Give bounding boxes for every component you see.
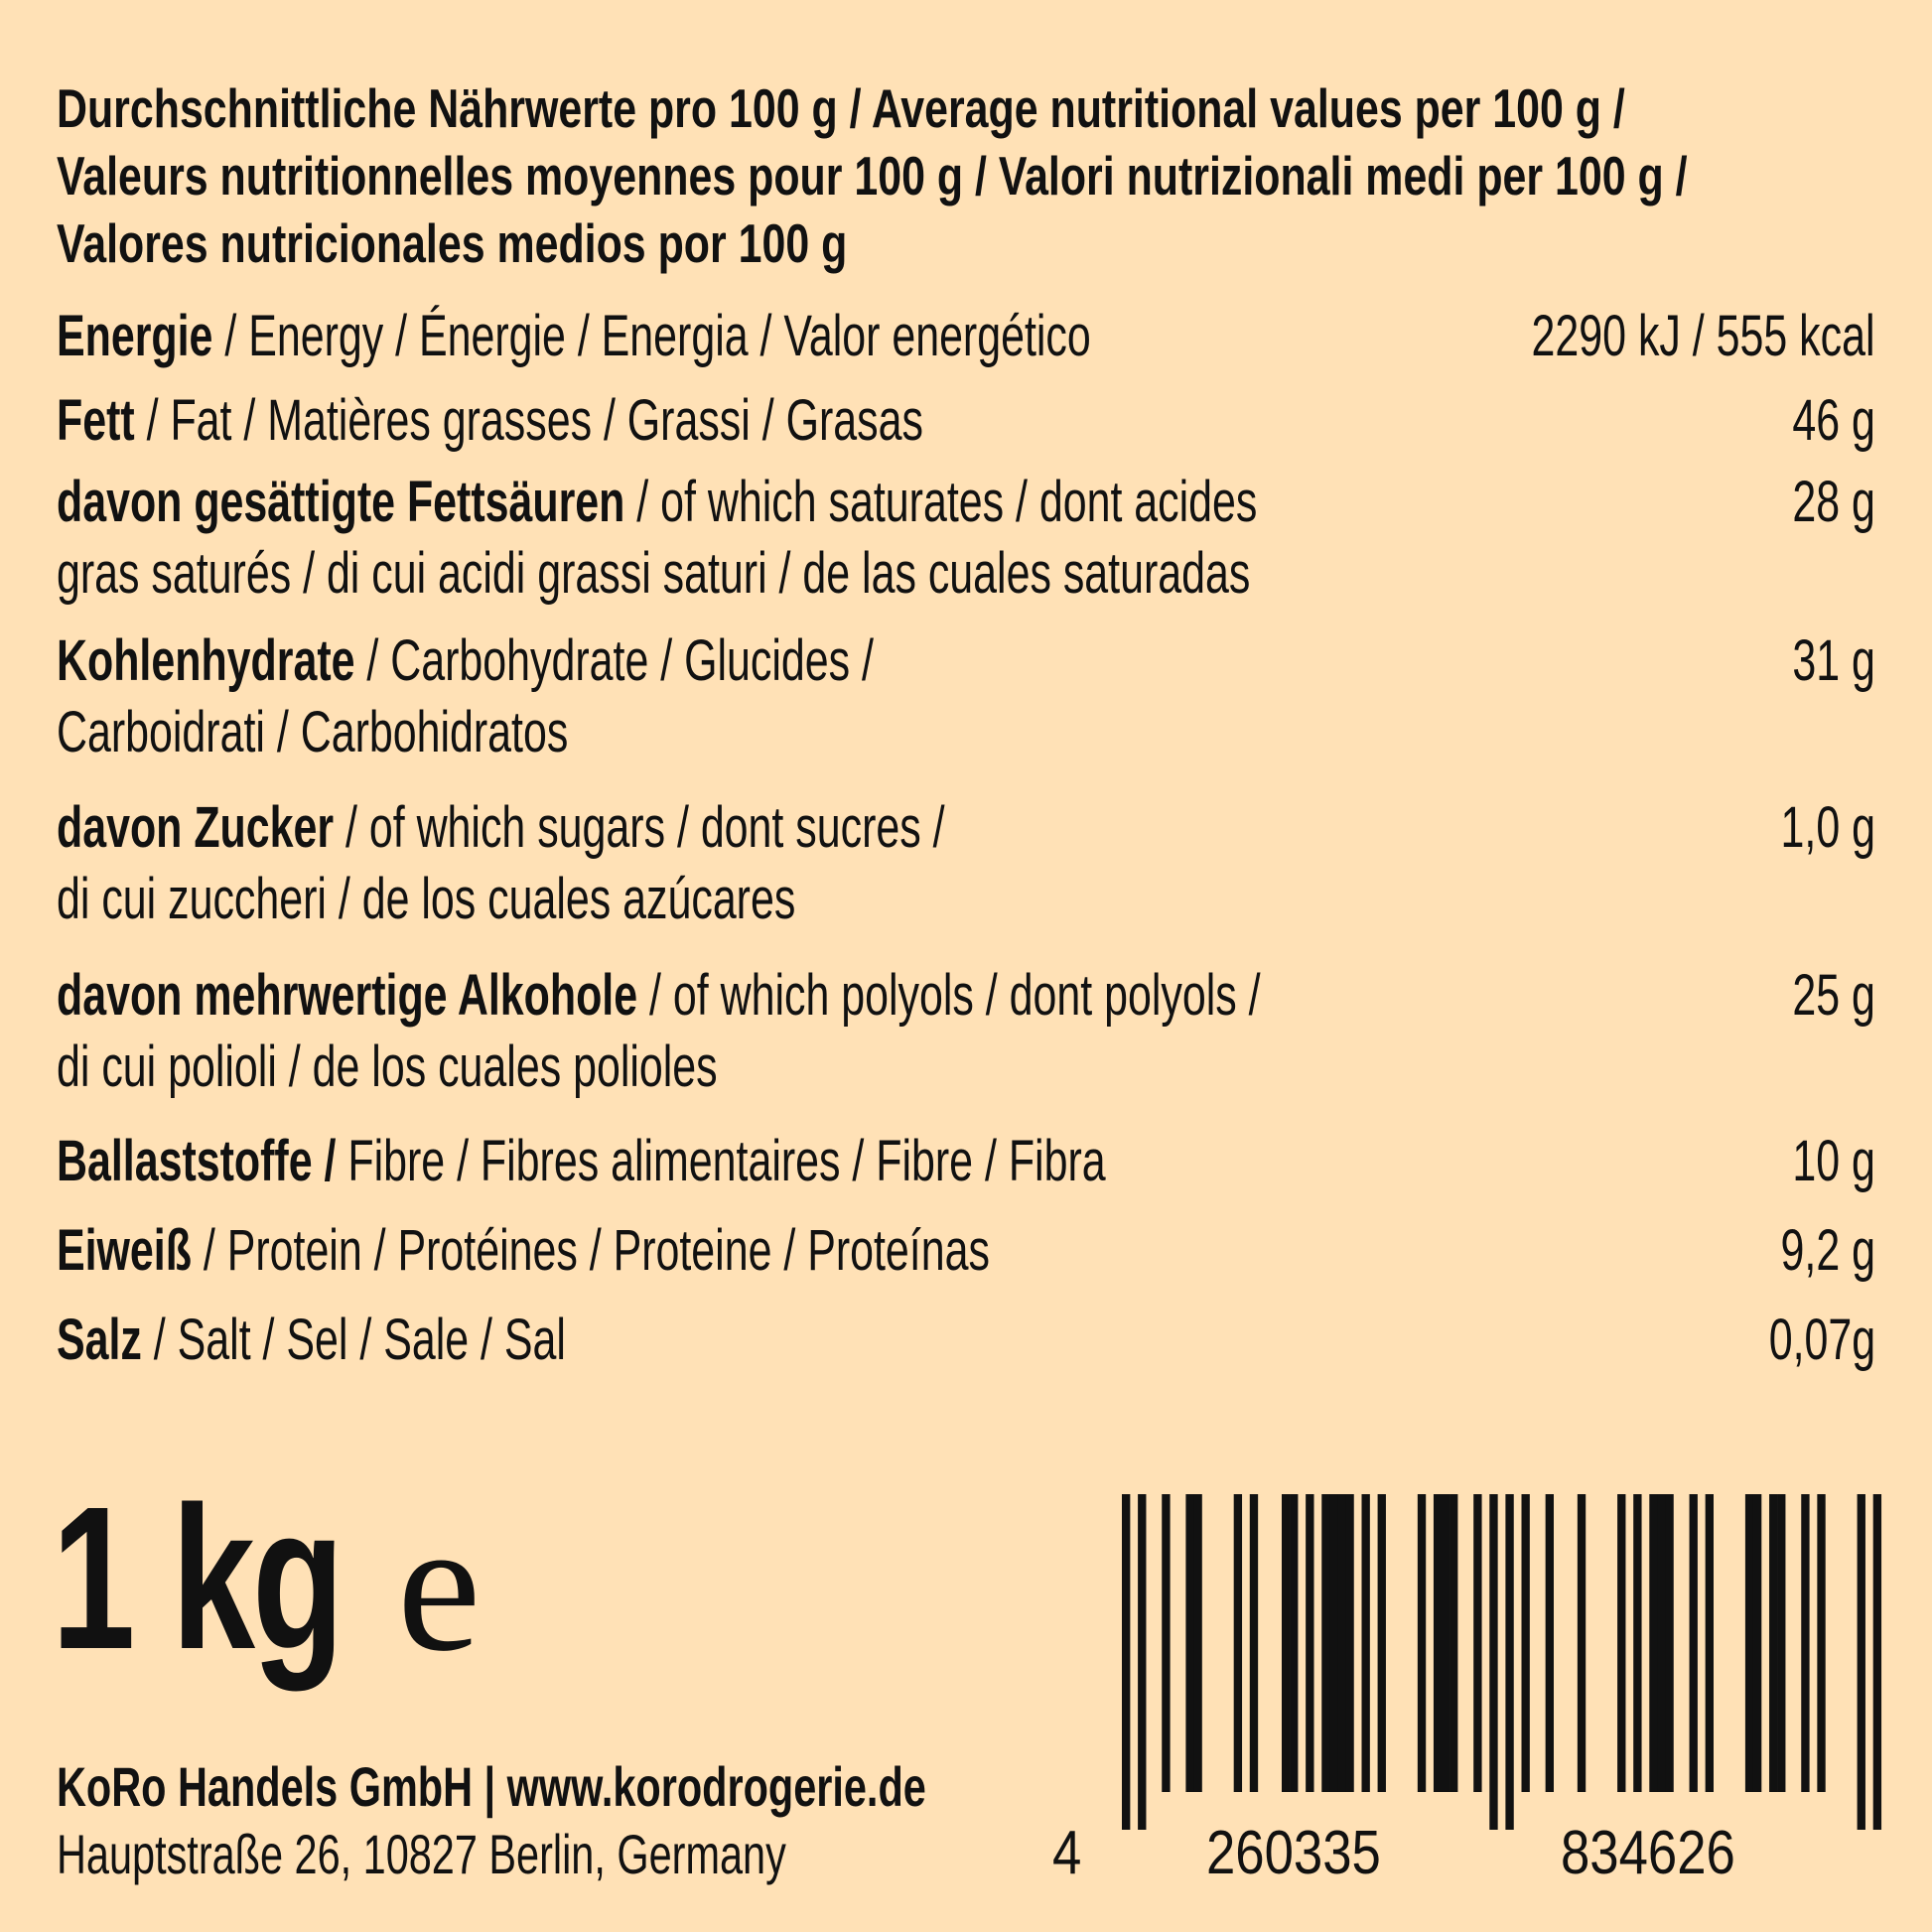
nutrient-value: 2290 kJ / 555 kcal xyxy=(1532,304,1875,368)
nutrient-value: 31 g xyxy=(1792,628,1875,693)
address-line: Hauptstraße 26, 10827 Berlin, Germany xyxy=(57,1823,786,1885)
barcode-bar xyxy=(1857,1494,1865,1830)
nutrient-name-de: davon mehrwertige Alkohole xyxy=(57,963,638,1028)
barcode-bar xyxy=(1233,1494,1243,1792)
nutrient-label: Salz / Salt / Sel / Sale / Sal xyxy=(57,1305,566,1376)
nutrient-label: Eiweiß / Protein / Protéines / Proteine … xyxy=(57,1215,990,1287)
nutrient-translations: / Salt / Sel / Sale / Sal xyxy=(141,1308,566,1372)
barcode-bar xyxy=(1185,1494,1194,1792)
barcode-bar xyxy=(1249,1494,1259,1792)
nutrient-translations: / Carbohydrate / Glucides / xyxy=(354,628,874,693)
barcode-bar xyxy=(1489,1494,1498,1830)
barcode-bar xyxy=(1777,1494,1786,1792)
nutrient-label-continued: di cui zuccheri / de los cuales azúcares xyxy=(57,867,796,931)
barcode-bar xyxy=(1577,1494,1587,1792)
company-line: KoRo Handels GmbH | www.korodrogerie.de xyxy=(57,1755,926,1818)
barcode-bar xyxy=(1505,1494,1514,1830)
barcode-bar xyxy=(1361,1494,1370,1792)
barcode-bar xyxy=(1377,1494,1386,1792)
heading-line-3: Valores nutricionales medios por 100 g xyxy=(57,212,848,274)
nutrient-value: 10 g xyxy=(1792,1129,1875,1193)
estimated-sign-icon: e xyxy=(397,1482,482,1691)
nutrient-label: davon Zucker / of which sugars / dont su… xyxy=(57,792,945,864)
barcode-bar xyxy=(1649,1494,1658,1792)
barcode-bar xyxy=(1744,1494,1754,1792)
nutrient-name-de: davon Zucker xyxy=(57,795,335,860)
nutrient-value: 28 g xyxy=(1792,470,1875,534)
barcode-bar xyxy=(1752,1494,1762,1792)
nutrient-label: Kohlenhydrate / Carbohydrate / Glucides … xyxy=(57,625,874,697)
nutrient-name-de: Ballaststoffe / xyxy=(57,1129,337,1193)
barcode-bar xyxy=(1345,1494,1354,1792)
nutrient-name-de: Eiweiß xyxy=(57,1218,192,1283)
nutrient-label: davon mehrwertige Alkohole / of which po… xyxy=(57,960,1261,1032)
nutrient-value: 25 g xyxy=(1792,963,1875,1028)
nutrient-label-continued: di cui polioli / de los cuales polioles xyxy=(57,1035,718,1099)
nutrient-name-de: Fett xyxy=(57,388,135,453)
nutrient-name-de: Salz xyxy=(57,1308,142,1372)
nutrient-label: Fett / Fat / Matières grasses / Grassi /… xyxy=(57,385,923,457)
barcode-bar xyxy=(1689,1494,1698,1792)
barcode-bar xyxy=(1817,1494,1826,1792)
barcode-bar xyxy=(1122,1494,1131,1830)
barcode-bar xyxy=(1417,1494,1427,1792)
nutrient-translations: Fibre / Fibres alimentaires / Fibre / Fi… xyxy=(336,1129,1106,1193)
nutrient-label-continued: gras saturés / di cui acidi grassi satur… xyxy=(57,541,1251,606)
nutrient-translations: / Protein / Protéines / Proteine / Prote… xyxy=(191,1218,990,1283)
barcode-bar xyxy=(1193,1494,1202,1792)
barcode-bar xyxy=(1872,1494,1882,1830)
barcode-bar xyxy=(1473,1494,1482,1792)
barcode-bar xyxy=(1633,1494,1642,1792)
nutrient-value: 9,2 g xyxy=(1780,1218,1875,1283)
barcode-bar xyxy=(1801,1494,1810,1792)
nutrient-label-continued: Carboidrati / Carbohidratos xyxy=(57,700,569,764)
nutrient-value: 1,0 g xyxy=(1780,795,1875,860)
barcode-bar xyxy=(1290,1494,1299,1792)
nutrient-translations: / Energy / Énergie / Energia / Valor ene… xyxy=(212,304,1091,368)
barcode-bar xyxy=(1545,1494,1554,1792)
barcode-digit-first: 4 xyxy=(1052,1819,1082,1887)
barcode-bar xyxy=(1433,1494,1443,1792)
barcode-bar xyxy=(1665,1494,1674,1792)
barcode-bar xyxy=(1138,1494,1147,1830)
nutrient-label: Energie / Energy / Énergie / Energia / V… xyxy=(57,301,1091,372)
nutrient-translations: / of which sugars / dont sucres / xyxy=(334,795,945,860)
nutrient-name-de: davon gesättigte Fettsäuren xyxy=(57,470,625,534)
barcode-bar xyxy=(1769,1494,1778,1792)
barcode-bar xyxy=(1705,1494,1714,1792)
barcode-bar xyxy=(1329,1494,1338,1792)
nutrient-value: 46 g xyxy=(1792,388,1875,453)
barcode-bar xyxy=(1617,1494,1626,1792)
barcode xyxy=(1122,1494,1882,1830)
barcode-digits-right: 834626 xyxy=(1561,1819,1735,1887)
nutrient-label: Ballaststoffe / Fibre / Fibres alimentai… xyxy=(57,1126,1106,1197)
barcode-bar xyxy=(1282,1494,1291,1792)
barcode-bar xyxy=(1657,1494,1666,1792)
barcode-bar xyxy=(1162,1494,1171,1792)
barcode-bar xyxy=(1442,1494,1450,1792)
net-weight: 1 kg xyxy=(52,1464,345,1692)
heading-line-2: Valeurs nutritionnelles moyennes pour 10… xyxy=(57,145,1688,207)
nutrient-name-de: Energie xyxy=(57,304,213,368)
barcode-digits-left: 260335 xyxy=(1206,1819,1381,1887)
barcode-bar xyxy=(1449,1494,1458,1792)
nutrient-translations: / of which saturates / dont acides xyxy=(624,470,1258,534)
barcode-bar xyxy=(1337,1494,1346,1792)
barcode-bar xyxy=(1306,1494,1314,1792)
nutrient-name-de: Kohlenhydrate xyxy=(57,628,355,693)
barcode-bar xyxy=(1321,1494,1330,1792)
nutrient-translations: / Fat / Matières grasses / Grassi / Gras… xyxy=(134,388,923,453)
heading-line-1: Durchschnittliche Nährwerte pro 100 g / … xyxy=(57,77,1625,139)
nutrient-label: davon gesättigte Fettsäuren / of which s… xyxy=(57,467,1257,538)
nutrient-value: 0,07g xyxy=(1768,1308,1875,1372)
barcode-bar xyxy=(1521,1494,1530,1792)
nutrient-translations: / of which polyols / dont polyols / xyxy=(637,963,1261,1028)
